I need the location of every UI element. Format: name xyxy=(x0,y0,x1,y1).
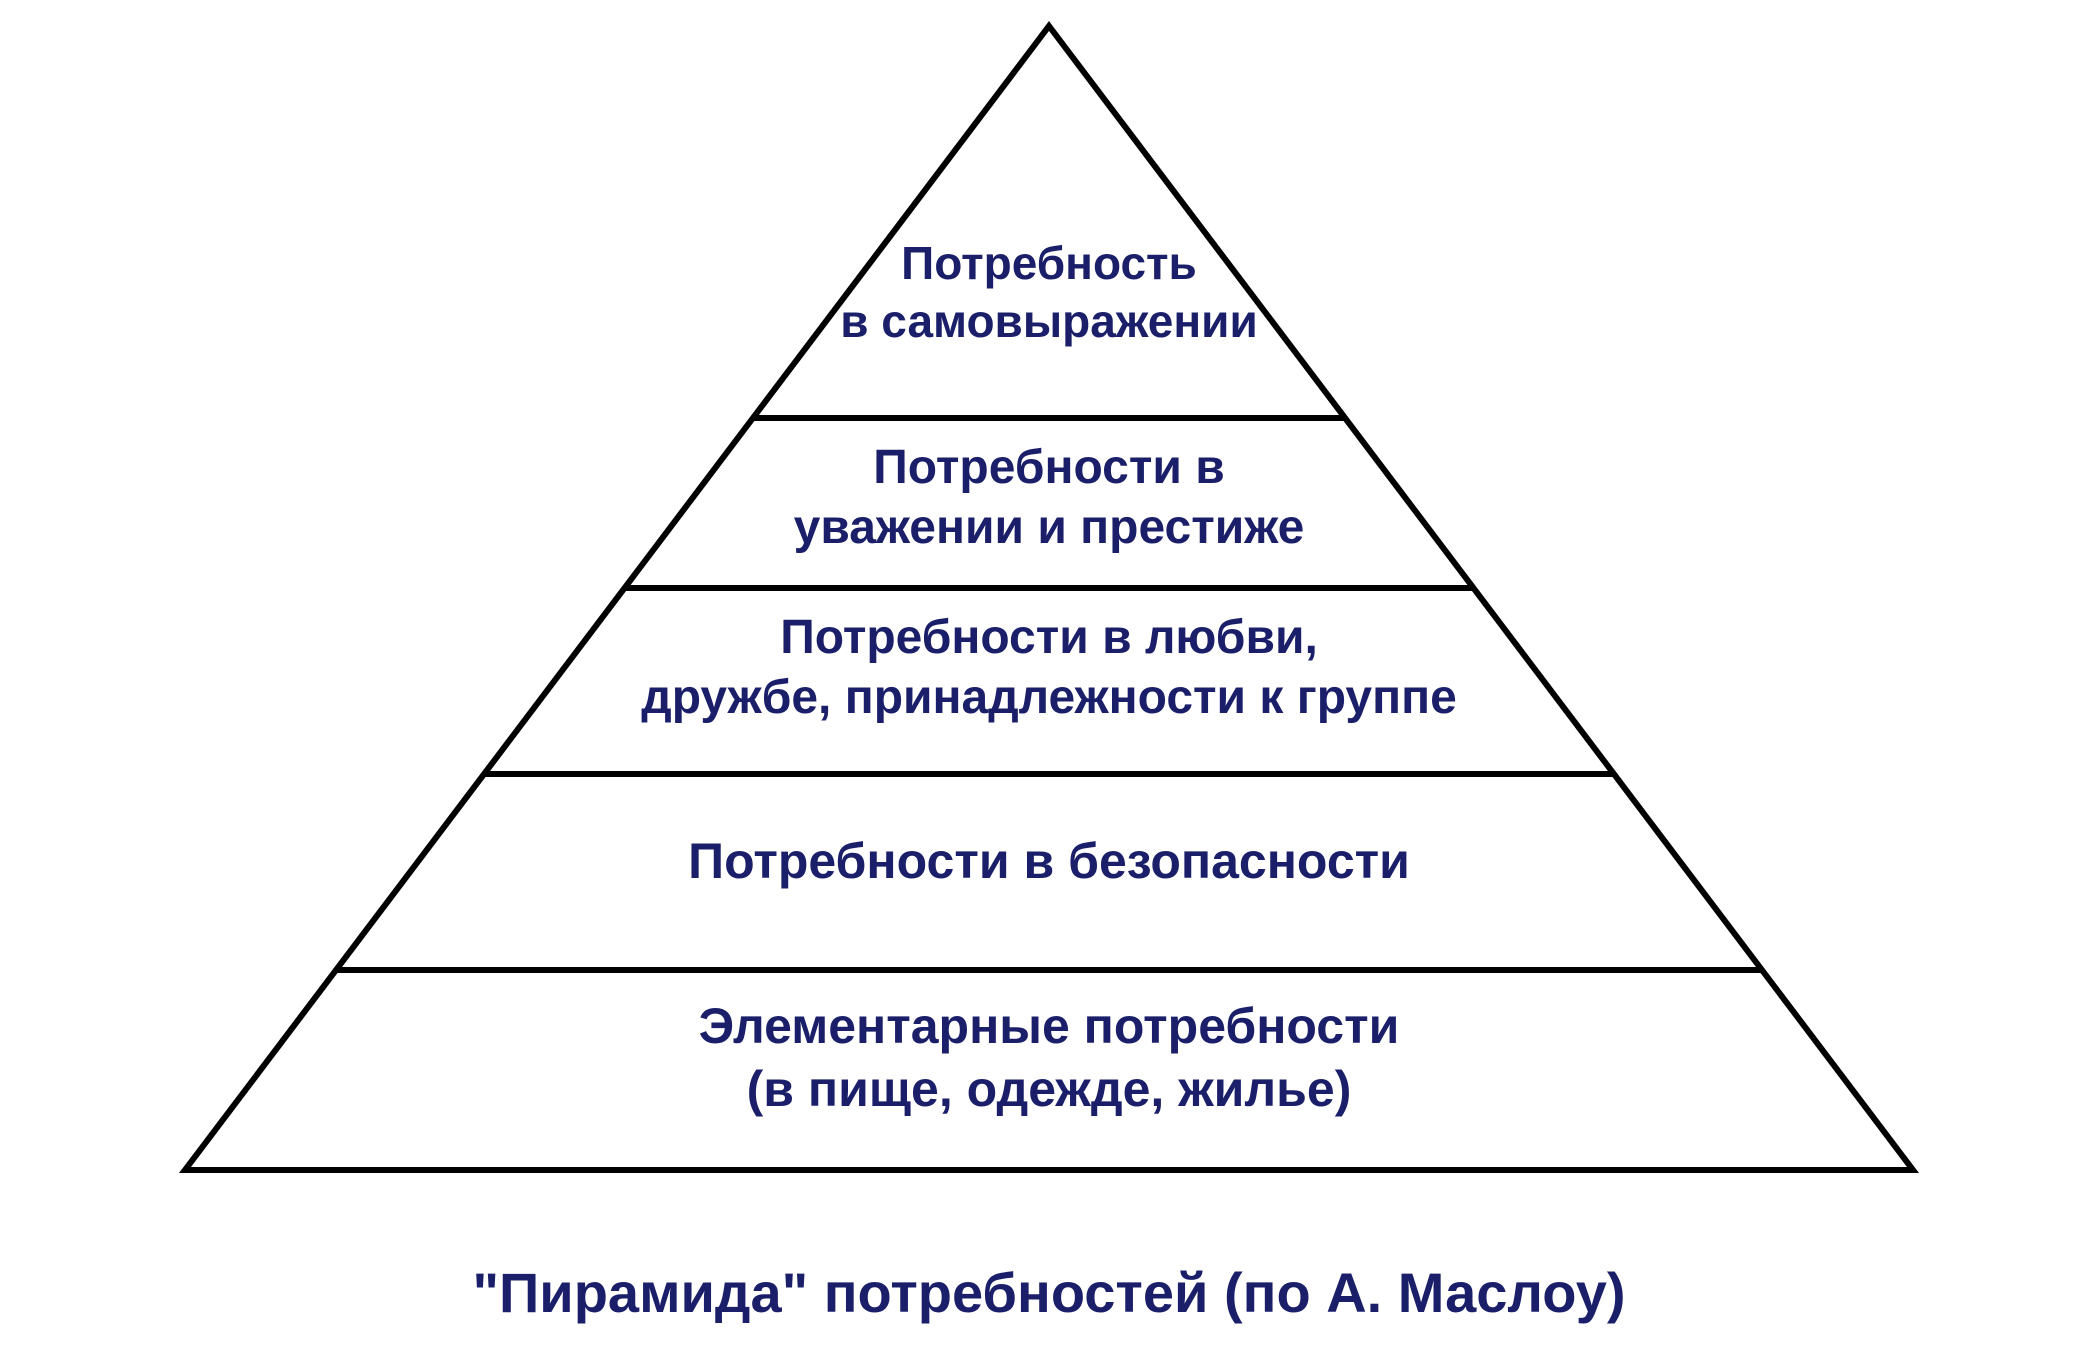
pyramid-level-5-text: Элементарные потребности (в пище, одежде… xyxy=(149,995,1949,1120)
pyramid-level-3-text: Потребности в любви, дружбе, принадлежно… xyxy=(149,608,1949,728)
pyramid-level-4-text: Потребности в безопасности xyxy=(149,830,1949,893)
diagram-caption: "Пирамида" потребностей (по А. Маслоу) xyxy=(472,1260,1625,1325)
pyramid-level-2-text: Потребности в уважении и престиже xyxy=(149,438,1949,558)
maslow-pyramid: Потребность в самовыражении Потребности … xyxy=(149,20,1949,1200)
pyramid-level-1-text: Потребность в самовыражении xyxy=(149,235,1949,350)
